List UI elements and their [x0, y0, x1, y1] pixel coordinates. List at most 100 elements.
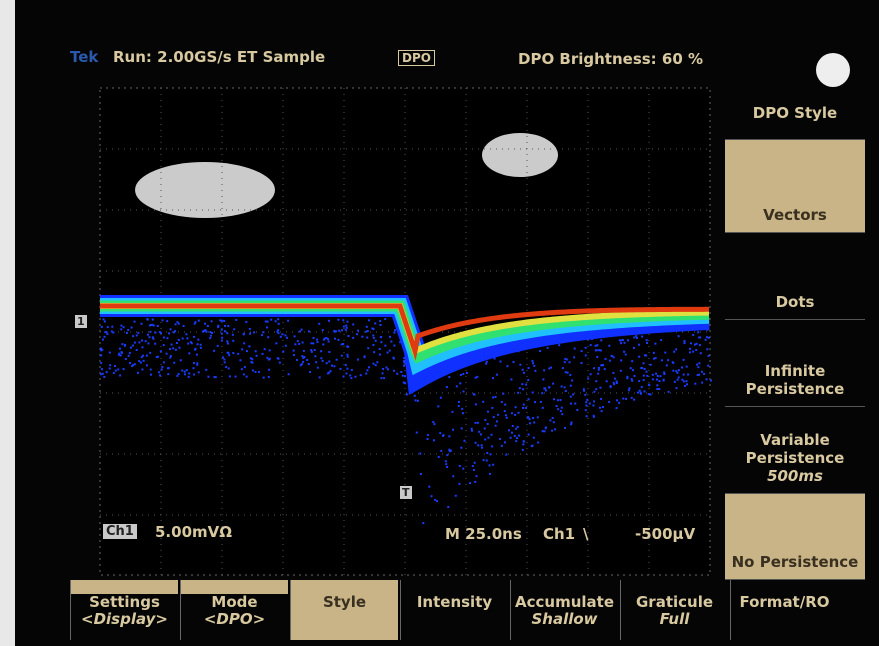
item-label: Infinite Persistence	[725, 362, 865, 398]
noise-dot	[528, 434, 530, 436]
noise-dot	[475, 442, 477, 444]
noise-dot	[482, 401, 484, 403]
noise-dot	[686, 383, 688, 385]
noise-dot	[341, 344, 343, 346]
noise-dot	[118, 354, 120, 356]
noise-dot	[343, 376, 345, 378]
noise-dot	[427, 434, 429, 436]
noise-dot	[552, 383, 554, 385]
noise-dot	[176, 375, 178, 377]
noise-dot	[475, 422, 477, 424]
noise-dot	[232, 334, 234, 336]
noise-dot	[487, 411, 489, 413]
noise-dot	[127, 329, 129, 331]
item-label: Mode	[181, 594, 288, 611]
noise-dot	[505, 414, 507, 416]
noise-dot	[446, 454, 448, 456]
noise-dot	[499, 438, 501, 440]
noise-dot	[403, 360, 405, 362]
noise-dot	[633, 336, 635, 338]
noise-dot	[109, 352, 111, 354]
noise-dot	[123, 368, 125, 370]
noise-dot	[147, 342, 149, 344]
noise-dot	[689, 351, 691, 353]
noise-dot	[223, 320, 225, 322]
noise-dot	[443, 434, 445, 436]
noise-dot	[223, 358, 225, 360]
noise-dot	[458, 401, 460, 403]
noise-dot	[261, 334, 263, 336]
noise-dot	[459, 465, 461, 467]
noise-dot	[564, 386, 566, 388]
page: Tek Run: 2.00GS/s ET Sample DPO DPO Brig…	[0, 0, 879, 646]
item-value: Shallow	[511, 611, 618, 628]
noise-dot	[381, 372, 383, 374]
noise-dot	[176, 342, 178, 344]
noise-dot	[452, 429, 454, 431]
noise-dot	[445, 460, 447, 462]
noise-dot	[349, 374, 351, 376]
noise-dot	[554, 428, 556, 430]
item-value: 500ms	[767, 467, 823, 485]
noise-dot	[492, 377, 494, 379]
noise-dot	[613, 383, 615, 385]
noise-dot	[490, 453, 492, 455]
noise-dot	[434, 423, 436, 425]
noise-dot	[487, 437, 489, 439]
noise-dot	[462, 373, 464, 375]
noise-dot	[668, 391, 670, 393]
noise-dot	[227, 325, 229, 327]
item-label: Vectors	[763, 206, 827, 224]
trigger-level: -500µV	[635, 525, 695, 543]
noise-dot	[699, 336, 701, 338]
noise-dot	[324, 338, 326, 340]
noise-dot	[523, 404, 525, 406]
noise-dot	[486, 460, 488, 462]
noise-dot	[705, 339, 707, 341]
noise-dot	[600, 398, 602, 400]
noise-dot	[515, 406, 517, 408]
noise-dot	[548, 367, 550, 369]
noise-dot	[313, 337, 315, 339]
noise-dot	[698, 362, 700, 364]
noise-dot	[372, 363, 374, 365]
trigger-source: Ch1	[543, 525, 575, 543]
noise-dot	[676, 387, 678, 389]
noise-dot	[599, 407, 601, 409]
noise-dot	[585, 401, 587, 403]
noise-dot	[394, 329, 396, 331]
noise-dot	[126, 332, 128, 334]
brand: Tek	[70, 48, 98, 66]
noise-dot	[502, 393, 504, 395]
noise-dot	[694, 344, 696, 346]
noise-dot	[140, 362, 142, 364]
noise-dot	[570, 423, 572, 425]
noise-dot	[481, 447, 483, 449]
noise-dot	[185, 333, 187, 335]
noise-dot	[152, 319, 154, 321]
noise-dot	[566, 358, 568, 360]
noise-dot	[226, 340, 228, 342]
noise-dot	[543, 387, 545, 389]
noise-dot	[243, 342, 245, 344]
noise-dot	[193, 336, 195, 338]
noise-dot	[580, 362, 582, 364]
noise-dot	[345, 329, 347, 331]
noise-dot	[455, 495, 457, 497]
noise-dot	[494, 396, 496, 398]
noise-dot	[485, 363, 487, 365]
noise-dot	[393, 345, 395, 347]
noise-dot	[261, 353, 263, 355]
noise-dot	[241, 368, 243, 370]
noise-dot	[653, 358, 655, 360]
noise-dot	[265, 320, 267, 322]
noise-dot	[328, 341, 330, 343]
acquisition: Run: 2.00GS/s ET Sample	[113, 48, 325, 66]
noise-dot	[666, 364, 668, 366]
noise-dot	[211, 320, 213, 322]
noise-dot	[302, 361, 304, 363]
noise-dot	[486, 361, 488, 363]
noise-dot	[387, 368, 389, 370]
bottom-menu-item: Style	[290, 580, 398, 640]
noise-dot	[105, 331, 107, 333]
